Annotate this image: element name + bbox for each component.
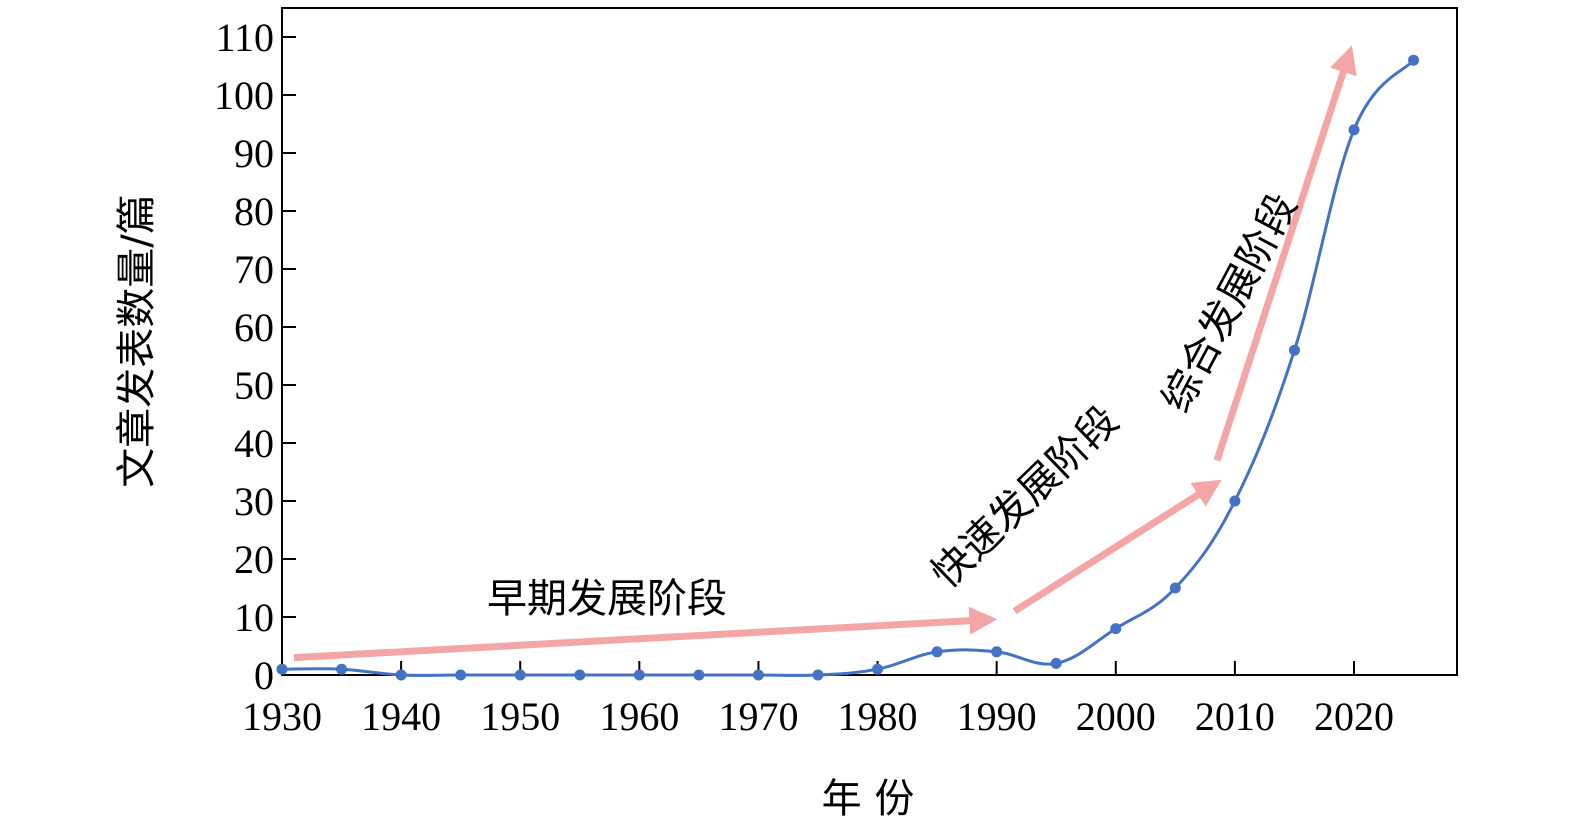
y-tick-label: 80 <box>234 189 274 234</box>
data-point <box>1169 582 1181 594</box>
x-tick-label: 2010 <box>1195 694 1275 739</box>
data-point <box>812 669 824 681</box>
stage-arrow-1 <box>293 606 998 662</box>
y-axis-title: 文章发表数量/篇 <box>114 194 160 487</box>
data-point <box>1348 124 1360 136</box>
y-tick-label: 0 <box>254 653 274 698</box>
y-tick-label: 20 <box>234 537 274 582</box>
data-point <box>514 669 526 681</box>
x-axis-title: 年 份 <box>822 776 915 822</box>
data-point <box>872 663 884 675</box>
y-tick-label: 30 <box>234 479 274 524</box>
data-point <box>1110 623 1122 635</box>
data-point <box>693 669 705 681</box>
x-tick-label: 1970 <box>718 694 798 739</box>
y-tick-label: 70 <box>234 247 274 292</box>
plot-frame <box>281 7 1458 676</box>
data-point <box>633 669 645 681</box>
data-point <box>336 663 348 675</box>
data-point <box>276 663 288 675</box>
y-tick-label: 10 <box>234 595 274 640</box>
data-point <box>931 646 943 658</box>
y-tick-label: 90 <box>234 131 274 176</box>
data-point <box>1408 54 1420 66</box>
data-point <box>752 669 764 681</box>
stage-arrow-2 <box>1012 479 1222 615</box>
x-tick-label: 2020 <box>1314 694 1394 739</box>
stage-arrow-3 <box>1213 45 1357 462</box>
x-tick-label: 1940 <box>361 694 441 739</box>
x-tick-label: 1960 <box>599 694 679 739</box>
annotation-rapid-stage: 快速发展阶段 <box>923 397 1128 597</box>
series-line <box>281 59 1415 677</box>
data-point <box>395 669 407 681</box>
data-point <box>1050 657 1062 669</box>
x-tick-label: 2000 <box>1076 694 1156 739</box>
stage-arrows <box>293 45 1357 662</box>
data-point <box>1288 344 1300 356</box>
x-axis: 1930 1940 1950 1960 1970 1980 1990 2000 2010 2020 <box>242 661 1394 739</box>
x-tick-label: 1950 <box>480 694 560 739</box>
data-point <box>574 669 586 681</box>
data-point <box>1229 495 1241 507</box>
x-tick-label: 1980 <box>838 694 918 739</box>
y-tick-label: 100 <box>214 73 274 118</box>
y-tick-label: 110 <box>215 15 274 60</box>
x-tick-label: 1930 <box>242 694 322 739</box>
data-point <box>991 646 1003 658</box>
x-tick-label: 1990 <box>957 694 1037 739</box>
data-point <box>455 669 467 681</box>
annotation-early-stage: 早期发展阶段 <box>487 576 727 622</box>
y-axis: 0 10 20 30 40 50 60 70 80 90 100 110 <box>214 15 296 698</box>
y-tick-label: 40 <box>234 421 274 466</box>
y-tick-label: 60 <box>234 305 274 350</box>
y-tick-label: 50 <box>234 363 274 408</box>
series-layer <box>276 54 1420 681</box>
